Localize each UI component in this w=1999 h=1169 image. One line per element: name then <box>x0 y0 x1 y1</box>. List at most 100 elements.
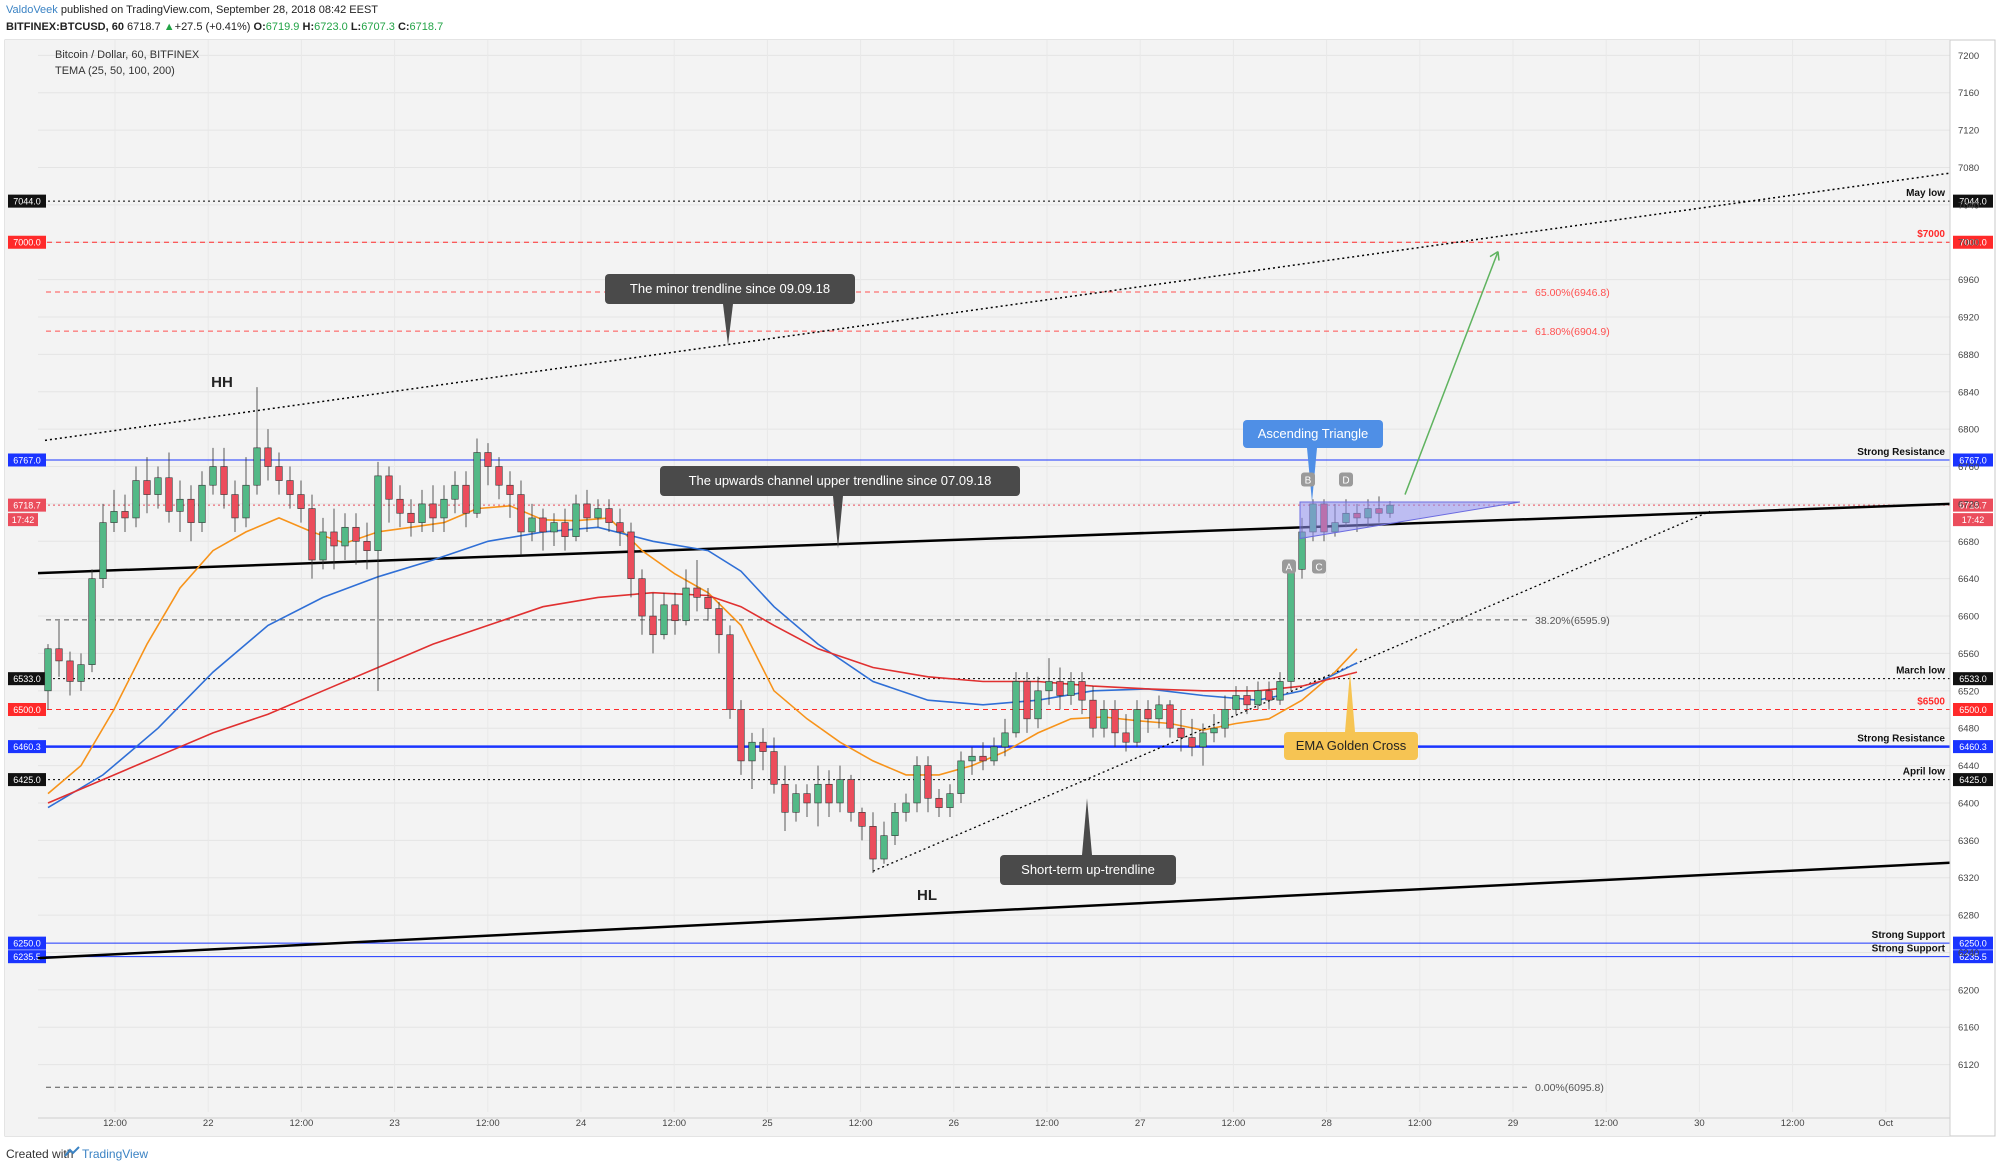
candle-body <box>1287 569 1295 682</box>
candle-body <box>594 508 602 519</box>
y-tick-label: 6400 <box>1958 798 1979 809</box>
x-tick-label: 12:00 <box>849 1118 873 1129</box>
candle-body <box>616 522 624 533</box>
chart-header: ValdoVeek published on TradingView.com, … <box>0 0 1999 38</box>
y-tick-label: 6840 <box>1958 387 1979 398</box>
tradingview-link[interactable]: TradingView <box>82 1147 149 1161</box>
price-tag-left <box>8 773 46 787</box>
countdown-tag-right <box>1953 513 1993 527</box>
y-tick-label: 6320 <box>1958 873 1979 884</box>
pattern-point-label: B <box>1305 476 1312 487</box>
minor-trendline-callout-pointer <box>723 304 733 346</box>
x-tick-label: 22 <box>203 1118 214 1129</box>
candle-body <box>605 508 613 523</box>
ohlc-low: 6707.3 <box>361 21 395 33</box>
candle-body <box>209 466 217 486</box>
x-tick-label: 12:00 <box>1594 1118 1618 1129</box>
author-link[interactable]: ValdoVeek <box>6 4 58 16</box>
candle-body <box>253 447 261 486</box>
candle-body <box>968 755 976 762</box>
candle-body <box>814 783 822 804</box>
legend-title: Bitcoin / Dollar, 60, BITFINEX <box>55 49 200 61</box>
candle-body <box>847 779 855 813</box>
candle-body <box>935 797 943 808</box>
price-tag-right <box>1953 740 1993 754</box>
ascending-triangle-callout-label: Ascending Triangle <box>1258 426 1369 441</box>
x-tick-label: 30 <box>1694 1118 1705 1129</box>
candle-body <box>264 447 272 467</box>
candle-body <box>55 648 63 662</box>
candle-body <box>1133 709 1141 743</box>
time-axis[interactable]: 12:00 22 12:00 23 12:00 24 12:00 25 12:00 26 12:00… <box>38 1117 1950 1129</box>
candle-body <box>990 746 998 762</box>
candle-body <box>275 466 283 481</box>
price-chart[interactable]: May low 7044.0 7044.0 $7000 7000.0 7000.0 Stro… <box>0 38 1999 1138</box>
price-tag-left-text: 6460.3 <box>13 742 41 752</box>
candle-body <box>363 540 371 551</box>
short-term-callout-box <box>1000 855 1176 885</box>
price-tag-left-text: 6425.0 <box>13 775 41 785</box>
candle-body <box>1067 681 1075 696</box>
x-tick-label: 26 <box>949 1118 960 1129</box>
candle-body <box>880 835 888 860</box>
y-tick-label: 6560 <box>1958 649 1979 660</box>
candle-body <box>1232 695 1240 710</box>
price-level-label: March low <box>1896 666 1945 677</box>
candle-body <box>1012 681 1020 734</box>
candle-body <box>308 508 316 561</box>
minor-trendline-callout-box <box>605 274 855 304</box>
price-axis[interactable]: 6120 6160 6200 6240 6280 6320 6360 6400 6440 6480… <box>1949 40 1979 1136</box>
fib-level-label: 65.00%(6946.8) <box>1535 287 1610 299</box>
candle-body <box>187 498 195 523</box>
candle-body <box>825 783 833 804</box>
candle-body <box>550 522 558 533</box>
price-tag-left <box>8 950 46 964</box>
candle-body <box>121 511 129 519</box>
candle-body <box>506 484 514 495</box>
annotations: The minor trendline since 09.09.18 The up… <box>211 274 1521 904</box>
y-tick-label: 6920 <box>1958 313 1979 324</box>
candle-body <box>154 477 162 495</box>
y-tick-label: 6160 <box>1958 1023 1979 1034</box>
candle-body <box>979 755 987 762</box>
candle-body <box>1056 681 1064 696</box>
candle-body <box>1166 704 1174 729</box>
candle-body <box>1177 727 1185 738</box>
candle-body <box>572 503 580 537</box>
candle-body <box>440 498 448 519</box>
price-tag-right-text: 6718.7 <box>1959 501 1987 511</box>
price-tag-right <box>1953 773 1993 787</box>
candle-body <box>1001 732 1009 748</box>
x-tick-label: 12:00 <box>476 1118 500 1129</box>
candle-body <box>715 608 723 636</box>
candle-body <box>451 484 459 500</box>
candle-body <box>704 597 712 609</box>
candle-body <box>297 494 305 509</box>
y-tick-label: 6520 <box>1958 686 1979 697</box>
candle-body <box>924 765 932 799</box>
candle-body <box>1221 709 1229 729</box>
candle-body <box>286 480 294 495</box>
golden-cross-callout-pointer <box>1345 672 1355 732</box>
last-price: 6718.7 <box>127 21 161 33</box>
price-change: +27.5 (+0.41%) <box>174 21 251 33</box>
y-tick-label: 6640 <box>1958 574 1979 585</box>
candle-body <box>396 498 404 514</box>
grid-lines <box>38 40 1950 1112</box>
candle-body <box>726 634 734 710</box>
price-tag-left <box>8 672 46 686</box>
candle-body <box>231 494 239 519</box>
pattern-point-marker <box>1301 472 1315 487</box>
candle-body <box>649 615 657 636</box>
candle-body <box>418 503 426 523</box>
candle-body <box>429 503 437 519</box>
price-tag-right <box>1953 703 1993 717</box>
short-term-callout-label: Short-term up-trendline <box>1021 862 1155 877</box>
candle-body <box>44 648 52 692</box>
trendlines <box>37 172 1951 960</box>
y-tick-label: 6200 <box>1958 985 1979 996</box>
price-tag-left-text: 7044.0 <box>13 197 41 207</box>
price-tag-left <box>8 235 46 249</box>
price-level-label: $7000 <box>1917 229 1945 240</box>
y-tick-label: 6960 <box>1958 275 1979 286</box>
